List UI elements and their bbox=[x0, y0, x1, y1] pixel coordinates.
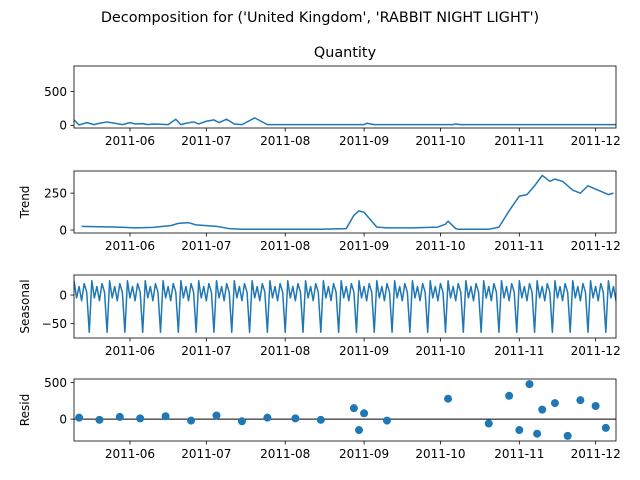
quantity-x-tick-label: 2011-10 bbox=[415, 134, 465, 148]
quantity-y-tick-label: 0 bbox=[59, 119, 67, 133]
resid-point bbox=[316, 415, 325, 424]
resid-point bbox=[355, 426, 363, 435]
resid-point bbox=[360, 409, 369, 418]
trend-plot-area bbox=[81, 174, 614, 231]
resid-point bbox=[538, 405, 547, 414]
resid-point bbox=[444, 394, 453, 403]
quantity-x-tick-label: 2011-09 bbox=[339, 134, 389, 148]
seasonal-x-tick-label: 2011-11 bbox=[494, 344, 544, 358]
resid-point bbox=[525, 380, 534, 389]
trend-y-tick-label: 250 bbox=[44, 186, 67, 200]
seasonal-series-line bbox=[74, 279, 616, 334]
resid-point bbox=[515, 426, 524, 435]
seasonal-y-tick-label: −50 bbox=[42, 317, 67, 331]
trend-x-tick-label: 2011-06 bbox=[105, 239, 155, 253]
quantity-x-tick-label: 2011-07 bbox=[181, 134, 231, 148]
resid-point bbox=[349, 404, 358, 413]
resid-point bbox=[212, 411, 221, 420]
resid-axes-frame bbox=[73, 378, 617, 442]
seasonal-x-tick-label: 2011-10 bbox=[415, 344, 465, 358]
quantity-x-tick-label: 2011-06 bbox=[105, 134, 155, 148]
resid-point bbox=[484, 419, 493, 428]
resid-point bbox=[75, 413, 84, 422]
trend-axes-frame bbox=[73, 170, 617, 234]
resid-point bbox=[505, 391, 514, 400]
resid-x-tick-label: 2011-10 bbox=[415, 447, 465, 461]
trend-x-tick-label: 2011-11 bbox=[494, 239, 544, 253]
resid-point bbox=[95, 415, 104, 424]
trend-x-tick-label: 2011-12 bbox=[571, 239, 621, 253]
trend-series-line bbox=[81, 174, 614, 231]
seasonal-y-tick-label: 0 bbox=[59, 288, 67, 302]
seasonal-x-tick-label: 2011-09 bbox=[339, 344, 389, 358]
resid-x-tick-label: 2011-11 bbox=[494, 447, 544, 461]
seasonal-x-tick-label: 2011-07 bbox=[181, 344, 231, 358]
resid-y-tick-label: 500 bbox=[44, 376, 67, 390]
trend-x-tick-label: 2011-08 bbox=[260, 239, 310, 253]
quantity-series-line bbox=[74, 117, 616, 126]
quantity-x-tick-label: 2011-08 bbox=[260, 134, 310, 148]
resid-point bbox=[533, 429, 542, 438]
resid-point bbox=[115, 412, 124, 421]
trend-x-tick-label: 2011-07 bbox=[181, 239, 231, 253]
resid-plot-area bbox=[74, 380, 616, 440]
quantity-axes-frame bbox=[73, 65, 617, 129]
trend-x-tick-label: 2011-09 bbox=[339, 239, 389, 253]
resid-point bbox=[382, 416, 391, 425]
quantity-panel: 2011-06 2011-07 2011-08 2011-09 2011-10 2011-… bbox=[44, 45, 621, 148]
trend-panel: 2011-06 2011-07 2011-08 2011-09 2011-10 2011-… bbox=[18, 170, 621, 253]
trend-ylabel: Trend bbox=[18, 186, 32, 220]
quantity-y-tick-label: 500 bbox=[44, 85, 67, 99]
resid-x-tick-label: 2011-07 bbox=[181, 447, 231, 461]
quantity-x-tick-label: 2011-11 bbox=[494, 134, 544, 148]
resid-point bbox=[237, 417, 246, 426]
resid-point bbox=[576, 396, 585, 405]
resid-point bbox=[161, 412, 170, 421]
resid-x-tick-label: 2011-08 bbox=[260, 447, 310, 461]
resid-point bbox=[550, 399, 559, 408]
seasonal-panel: 2011-06 2011-07 2011-08 2011-09 2011-10 2011-… bbox=[18, 274, 621, 358]
resid-point bbox=[563, 431, 572, 440]
trend-y-tick-label: 0 bbox=[59, 223, 67, 237]
resid-x-tick-label: 2011-06 bbox=[105, 447, 155, 461]
resid-point bbox=[263, 413, 272, 422]
quantity-title: Quantity bbox=[314, 45, 377, 61]
resid-point bbox=[136, 414, 145, 423]
resid-panel: 2011-06 2011-07 2011-08 2011-09 2011-10 2011-… bbox=[18, 376, 621, 461]
seasonal-ylabel: Seasonal bbox=[18, 279, 32, 333]
quantity-plot-area bbox=[74, 117, 616, 126]
resid-ylabel: Resid bbox=[18, 394, 32, 426]
seasonal-axes-frame bbox=[73, 274, 617, 339]
seasonal-x-tick-label: 2011-12 bbox=[571, 344, 621, 358]
resid-x-tick-label: 2011-09 bbox=[339, 447, 389, 461]
resid-x-tick-label: 2011-12 bbox=[571, 447, 621, 461]
resid-point bbox=[291, 414, 300, 423]
resid-point bbox=[187, 416, 196, 425]
seasonal-x-tick-label: 2011-08 bbox=[260, 344, 310, 358]
resid-point bbox=[601, 423, 610, 432]
quantity-x-tick-label: 2011-12 bbox=[571, 134, 621, 148]
resid-point bbox=[591, 401, 600, 410]
seasonal-plot-area bbox=[74, 279, 616, 334]
trend-x-tick-label: 2011-10 bbox=[415, 239, 465, 253]
resid-y-tick-label: 0 bbox=[59, 412, 67, 426]
figure-suptitle: Decomposition for ('United Kingdom', 'RA… bbox=[101, 10, 539, 26]
seasonal-x-tick-label: 2011-06 bbox=[105, 344, 155, 358]
